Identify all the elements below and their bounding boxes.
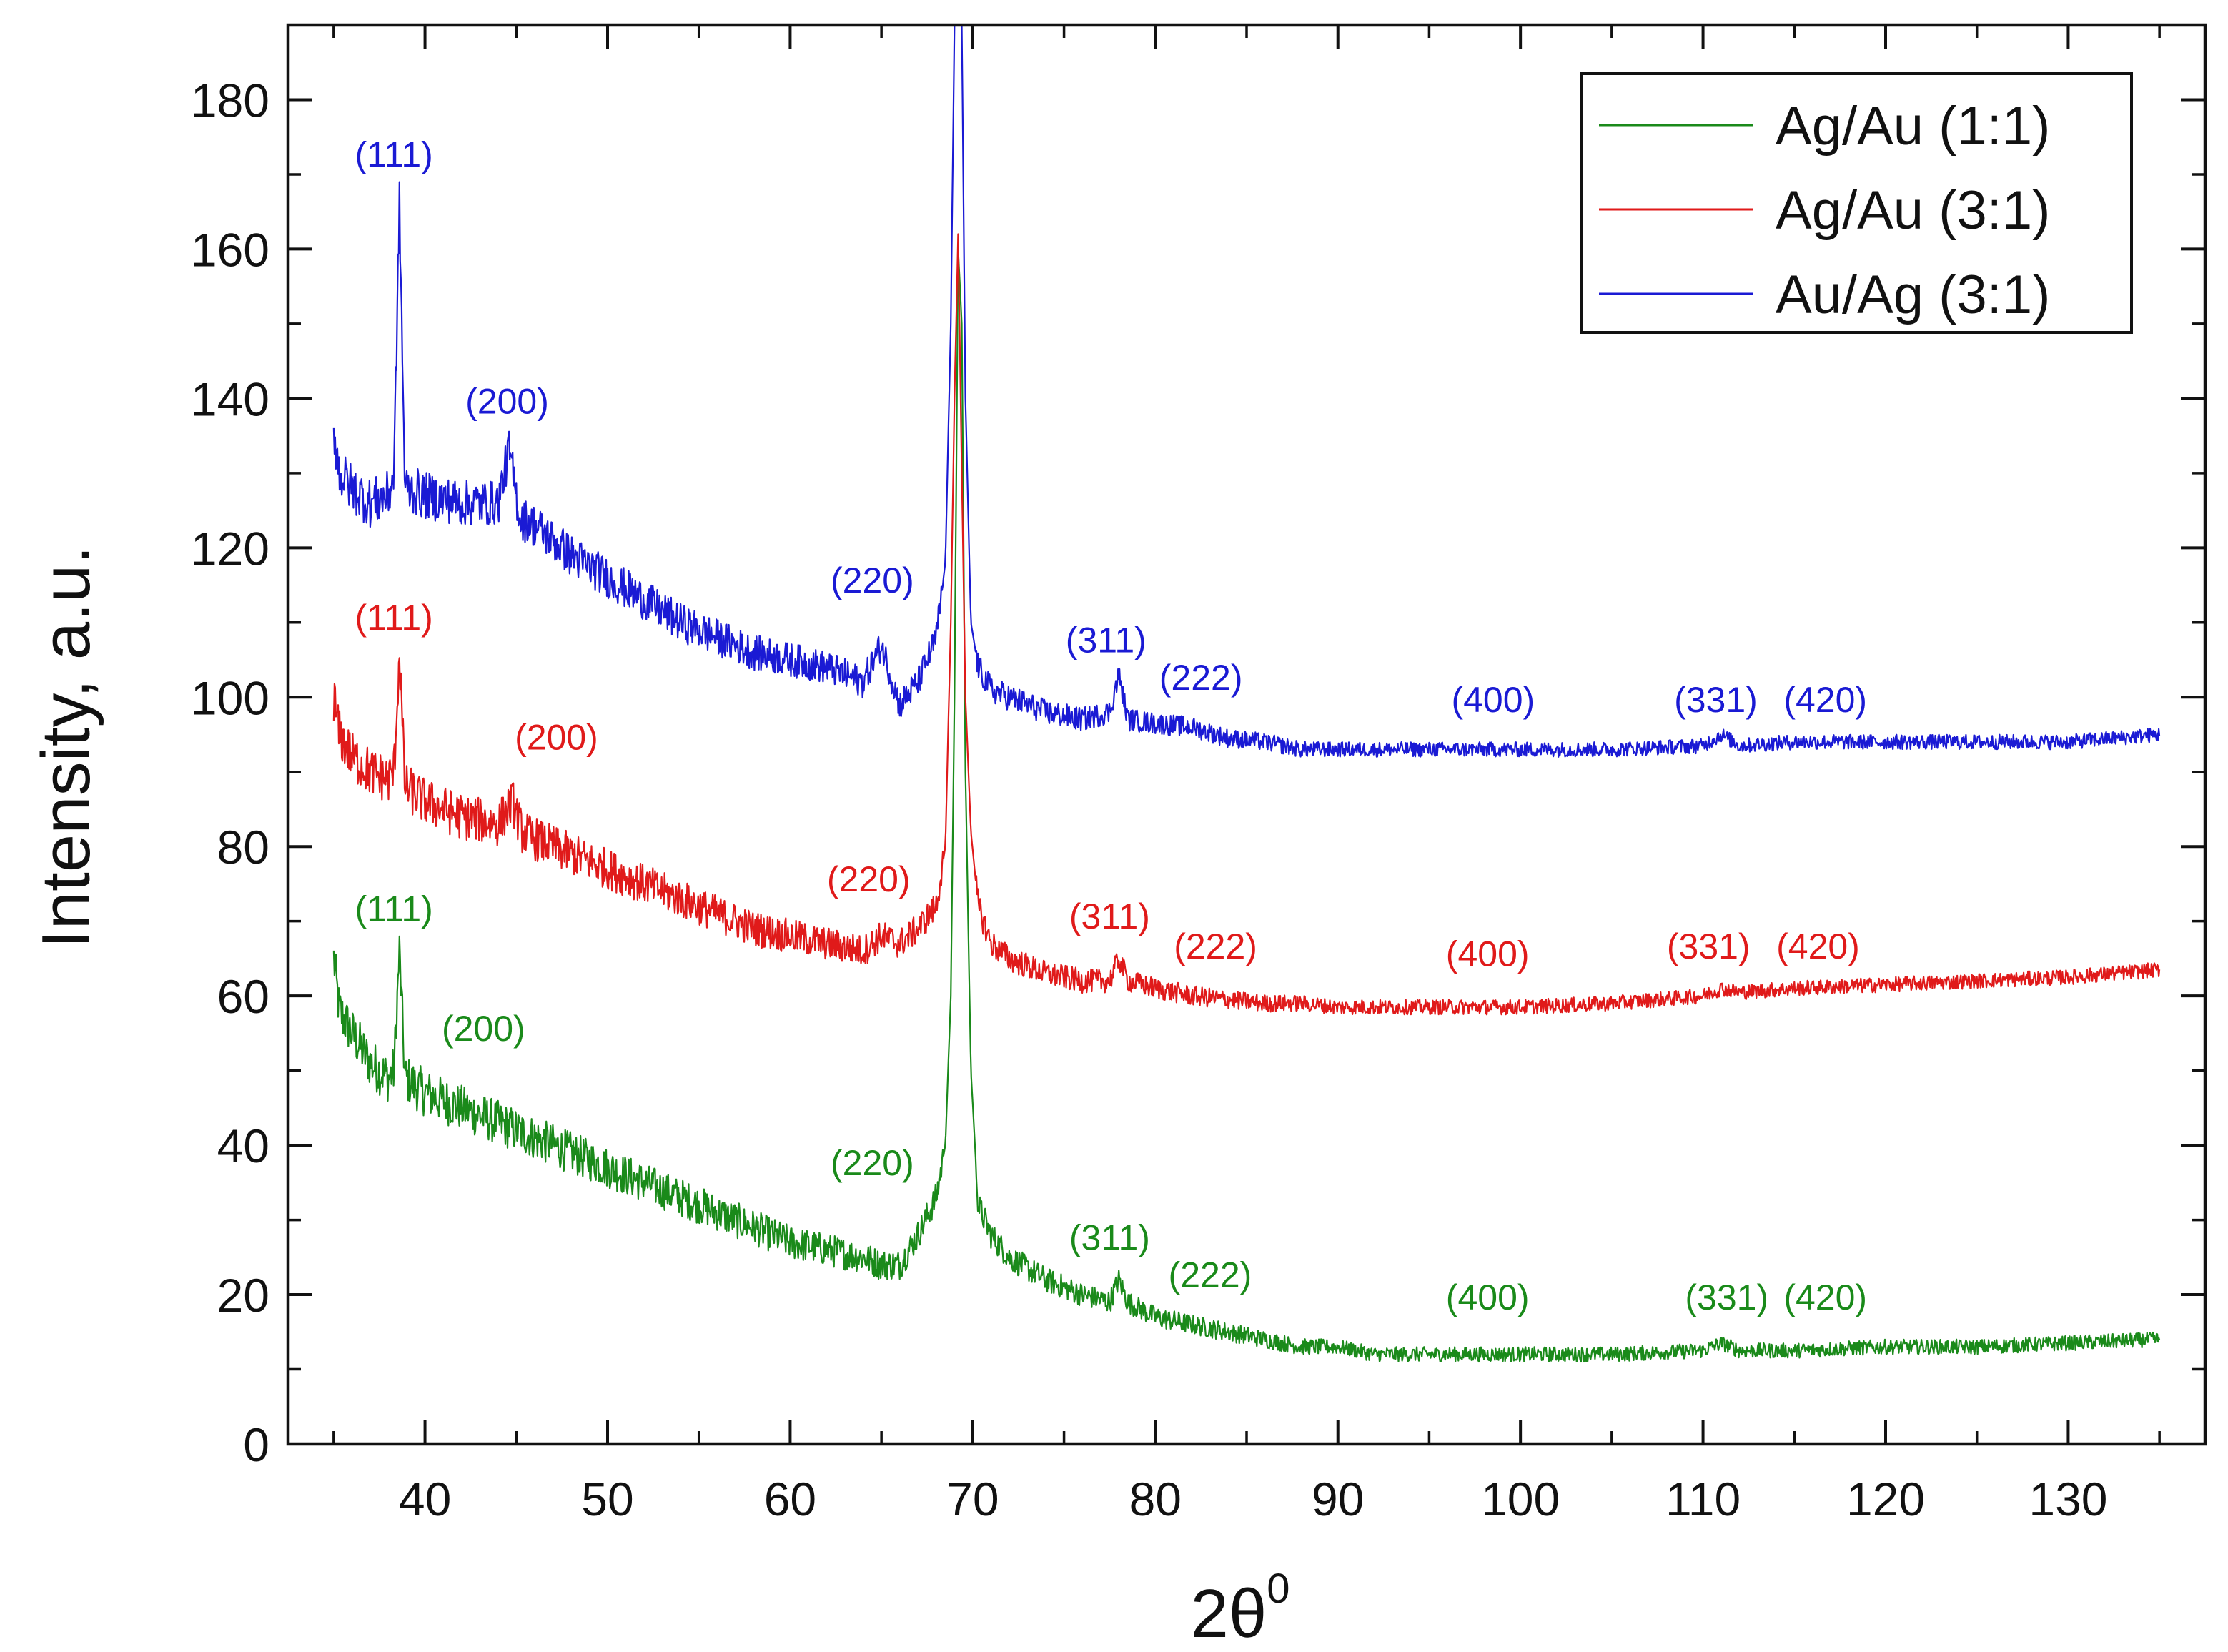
y-tick-label: 180 — [191, 74, 269, 127]
series-line-1 — [332, 248, 2161, 1363]
x-tick-label: 80 — [1129, 1473, 1182, 1525]
y-tick-label: 20 — [217, 1269, 269, 1322]
x-tick-label: 40 — [399, 1473, 451, 1525]
peak-label: (111) — [355, 889, 432, 929]
series-layer — [332, 25, 2161, 1363]
peak-label: (420) — [1776, 926, 1860, 966]
peak-label: (331) — [1685, 1277, 1768, 1317]
y-tick-label: 80 — [217, 821, 269, 874]
peak-label: (200) — [442, 1009, 525, 1049]
x-tick-label: 60 — [764, 1473, 816, 1525]
x-tick-label: 70 — [946, 1473, 999, 1525]
peak-label: (200) — [515, 717, 598, 757]
peak-label: (222) — [1174, 926, 1257, 966]
y-tick-label: 140 — [191, 372, 269, 425]
peak-label: (220) — [831, 1143, 914, 1183]
y-axis-title: Intensity, a.u. — [28, 545, 104, 949]
x-axis-title-superscript: 0 — [1267, 1566, 1289, 1612]
peak-label: (420) — [1783, 680, 1867, 720]
peak-label: (400) — [1451, 680, 1535, 720]
series-line-3 — [332, 25, 2161, 758]
peak-label: (111) — [355, 598, 432, 638]
peak-label-layer: (111) (200) (220) (311) (222) (400) (331) (420)… — [355, 135, 1867, 1317]
peak-label: (111) — [355, 135, 432, 175]
peak-label: (400) — [1446, 1277, 1530, 1317]
y-tick-label: 0 — [243, 1418, 269, 1471]
y-tick-label: 120 — [191, 522, 269, 575]
x-axis-title-main: 2θ — [1190, 1576, 1267, 1652]
x-tick-label: 100 — [1481, 1473, 1560, 1525]
peak-label: (311) — [1069, 1217, 1150, 1257]
series-line-2 — [332, 233, 2161, 1016]
y-tick-label: 100 — [191, 671, 269, 724]
peak-label: (420) — [1783, 1277, 1867, 1317]
x-tick-label: 130 — [2029, 1473, 2107, 1525]
x-tick-label: 110 — [1665, 1473, 1741, 1525]
peak-label: (331) — [1674, 680, 1758, 720]
peak-label: (311) — [1069, 896, 1150, 936]
legend: Ag/Au (1:1) Ag/Au (3:1) Au/Ag (3:1) — [1580, 72, 2133, 334]
peak-label: (222) — [1159, 658, 1243, 698]
axes-layer: 40 50 60 70 80 90 100 110 120 130 0 20 40 60 80 100 120 1… — [191, 23, 2207, 1525]
peak-label: (331) — [1667, 926, 1751, 966]
legend-label-2: Ag/Au (3:1) — [1776, 180, 2050, 241]
x-tick-label: 90 — [1312, 1473, 1364, 1525]
peak-label: (400) — [1446, 934, 1530, 974]
peak-label: (220) — [831, 560, 914, 600]
peak-label: (222) — [1169, 1255, 1252, 1295]
x-tick-label: 120 — [1846, 1473, 1925, 1525]
legend-box — [1580, 72, 2133, 334]
peak-label: (311) — [1066, 620, 1147, 661]
peak-label: (220) — [827, 859, 911, 899]
y-tick-label: 60 — [217, 970, 269, 1023]
peak-label: (200) — [465, 381, 549, 421]
x-tick-label: 50 — [581, 1473, 633, 1525]
y-tick-label: 160 — [191, 223, 269, 276]
x-axis-title: 2θ0 — [1190, 1566, 1289, 1652]
y-tick-label: 40 — [217, 1119, 269, 1172]
legend-label-3: Au/Ag (3:1) — [1776, 264, 2050, 325]
legend-label-1: Ag/Au (1:1) — [1776, 96, 2050, 157]
